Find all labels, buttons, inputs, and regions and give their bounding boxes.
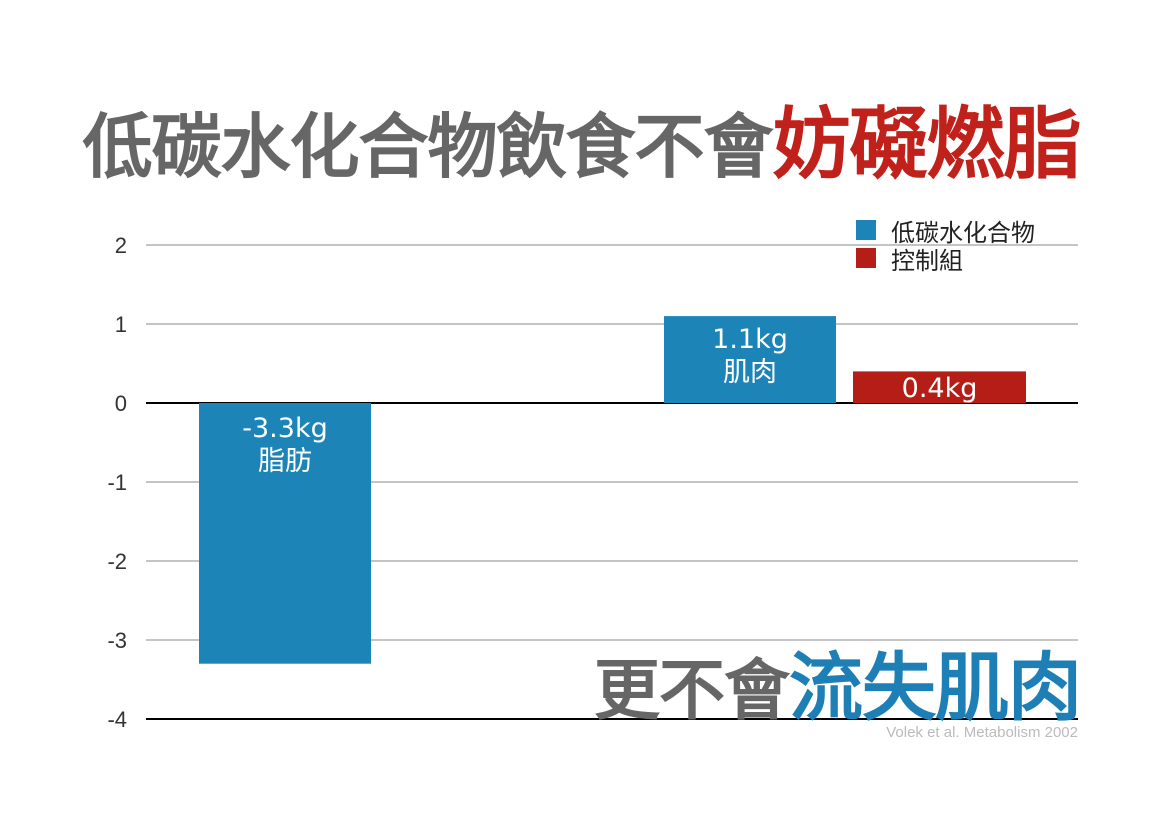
y-tick-label: 2 — [115, 233, 127, 258]
chart-subtitle: 更不會流失肌肉 — [594, 628, 1082, 735]
source-citation: Volek et al. Metabolism 2002 — [886, 724, 1078, 741]
bar-data-label: -3.3kg — [242, 413, 327, 444]
bar-data-label: 0.4kg — [902, 373, 978, 404]
bar — [664, 316, 836, 403]
legend-item-control: 控制組 — [856, 244, 1035, 275]
title-part-red: 妨礙燃脂 — [772, 100, 1081, 190]
legend-swatch-control — [856, 248, 876, 268]
bar — [199, 403, 371, 664]
y-tick-label: 0 — [115, 391, 127, 416]
chart-title: 低碳水化合物飲食不會妨礙燃脂 — [0, 82, 1163, 194]
legend-label-control: 控制組 — [891, 246, 963, 275]
bar-data-label: 1.1kg — [712, 324, 788, 355]
legend-label-low-carb: 低碳水化合物 — [891, 218, 1035, 247]
subtitle-part-gray: 更不會 — [594, 652, 790, 729]
bar — [853, 371, 1026, 403]
legend: 低碳水化合物 控制組 — [856, 216, 1035, 275]
bar-data-label: 肌肉 — [723, 357, 777, 388]
bar-data-label: 脂肪 — [258, 446, 312, 477]
y-tick-label: -4 — [107, 707, 127, 732]
y-tick-label: 1 — [115, 312, 127, 337]
legend-item-low-carb: 低碳水化合物 — [856, 216, 1035, 247]
legend-swatch-low-carb — [856, 220, 876, 240]
y-tick-label: -2 — [107, 549, 127, 574]
subtitle-part-blue: 流失肌肉 — [789, 645, 1082, 731]
y-tick-label: -1 — [107, 470, 127, 495]
y-tick-label: -3 — [107, 628, 127, 653]
title-part-gray: 低碳水化合物飲食不會 — [82, 106, 773, 188]
